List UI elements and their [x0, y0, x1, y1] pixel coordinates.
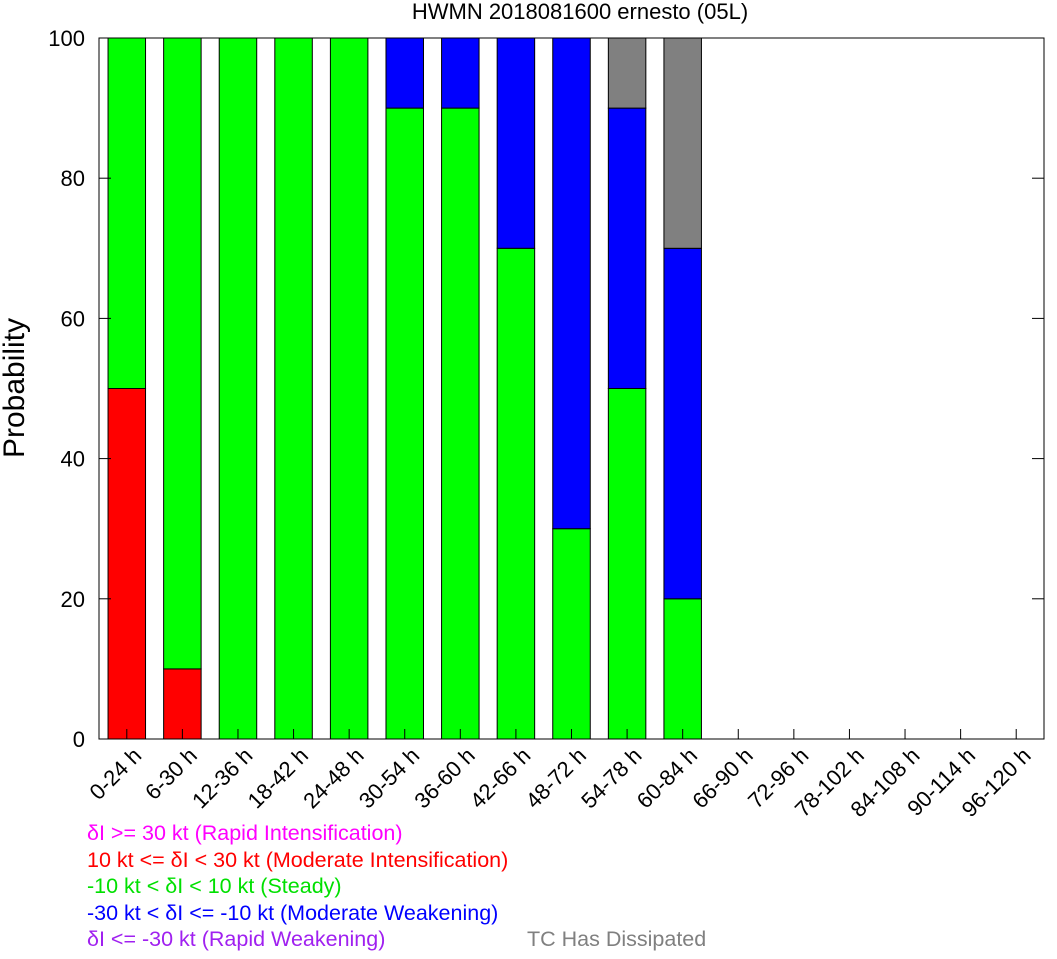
y-tick-label: 100: [48, 26, 85, 51]
legend-moderate-intensification: 10 kt <= δI < 30 kt (Moderate Intensific…: [87, 847, 509, 872]
y-axis: 0 20 40 60 80 100: [48, 26, 1044, 752]
probability-chart: HWMN 2018081600 ernesto (05L) Probabilit…: [0, 0, 1045, 820]
legend: δI >= 30 kt (Rapid Intensification) 10 k…: [87, 820, 706, 953]
bar-segment: [385, 107, 424, 740]
y-tick-label: 40: [61, 447, 85, 472]
x-tick-label: 66-90 h: [687, 743, 757, 813]
bar-segment: [496, 37, 536, 249]
legend-rapid-intensification: δI >= 30 kt (Rapid Intensification): [87, 821, 403, 845]
legend-rapid-weakening: δI <= -30 kt (Rapid Weakening): [87, 927, 386, 952]
chart-title: HWMN 2018081600 ernesto (05L): [412, 0, 748, 24]
x-tick-label: 18-42 h: [243, 743, 313, 813]
bar-segment: [441, 107, 480, 740]
bar-segment: [552, 528, 591, 740]
bar-segment: [663, 247, 702, 600]
bar-segment: [663, 37, 702, 249]
y-tick-label: 20: [61, 587, 85, 612]
y-tick-label: 80: [61, 166, 85, 191]
legend-dissipated: TC Has Dissipated: [527, 927, 707, 952]
x-tick-label: 24-48 h: [298, 743, 368, 813]
legend-row-last: δI <= -30 kt (Rapid Weakening) TC Has Di…: [87, 926, 706, 953]
bar-segment: [385, 37, 424, 109]
bar-segment: [552, 37, 591, 530]
x-tick-label: 12-36 h: [187, 743, 257, 813]
bar-segment: [274, 37, 313, 740]
bar-segment: [496, 247, 536, 740]
bar-segment: [107, 388, 147, 740]
bar-segment: [107, 37, 147, 389]
x-tick-label: 0-24 h: [85, 743, 147, 805]
x-tick-label: 42-66 h: [465, 743, 535, 813]
x-tick-label: 30-54 h: [354, 743, 424, 813]
y-tick-label: 0: [73, 727, 85, 752]
x-tick-label: 36-60 h: [409, 743, 479, 813]
bar-segment: [607, 37, 647, 109]
bar-segment: [163, 668, 202, 740]
bar-segment: [607, 388, 647, 740]
x-tick-label: 54-78 h: [576, 743, 646, 813]
bar-segment: [329, 37, 369, 740]
bar-segment: [663, 598, 702, 740]
bar-segment: [607, 107, 647, 389]
bars-layer: [107, 37, 702, 740]
y-axis-label: Probability: [0, 318, 31, 458]
bar-segment: [441, 37, 480, 109]
x-tick-label: 48-72 h: [521, 743, 591, 813]
x-tick-label: 60-84 h: [632, 743, 702, 813]
y-tick-label: 60: [61, 306, 85, 331]
legend-moderate-weakening: -30 kt < δI <= -10 kt (Moderate Weakenin…: [87, 900, 499, 925]
bar-segment: [218, 37, 258, 740]
legend-steady: -10 kt < δI < 10 kt (Steady): [87, 874, 342, 899]
x-axis: 0-24 h6-30 h12-36 h18-42 h24-48 h30-54 h…: [85, 729, 1036, 820]
bar-segment: [163, 37, 202, 670]
